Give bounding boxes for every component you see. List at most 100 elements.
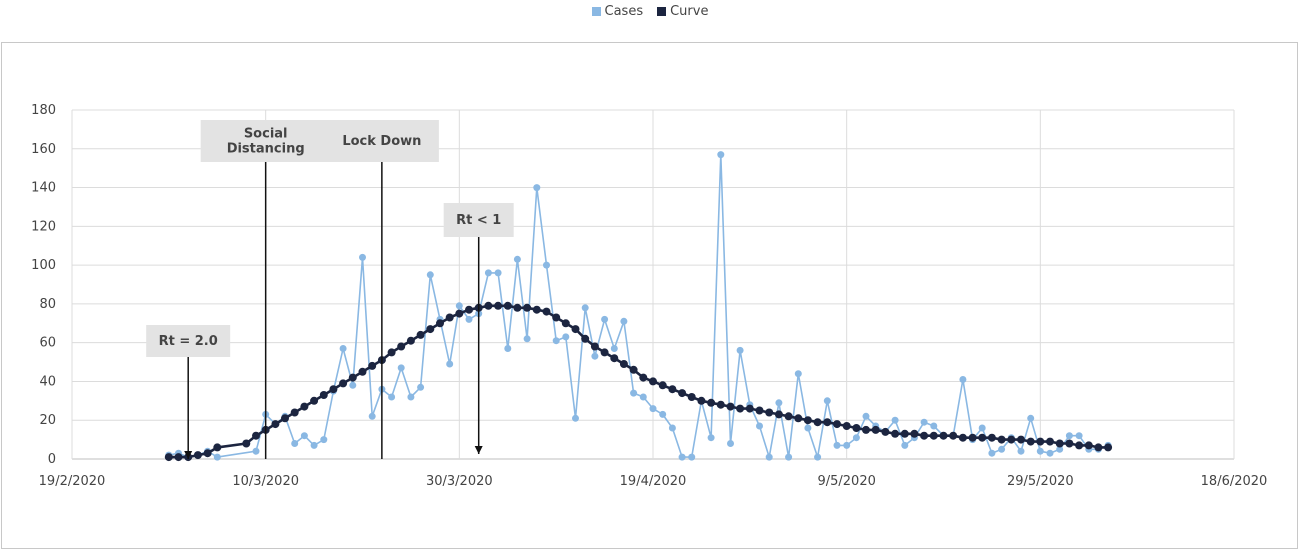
data-point-curve: [784, 412, 793, 421]
data-point-curve: [968, 433, 977, 442]
data-point-cases: [988, 449, 996, 457]
legend-label-curve: Curve: [670, 3, 709, 19]
data-point-cases: [1036, 447, 1044, 455]
data-point-curve: [1007, 435, 1016, 444]
data-point-curve: [329, 385, 338, 394]
data-point-cases: [310, 441, 318, 449]
x-tick-label: 19/4/2020: [620, 474, 687, 489]
data-point-cases: [388, 393, 396, 401]
data-point-cases: [407, 393, 415, 401]
data-point-curve: [842, 422, 851, 430]
data-point-curve: [813, 418, 822, 427]
data-point-curve: [503, 301, 512, 310]
data-point-curve: [416, 330, 425, 339]
annotation-label: Rt < 1: [456, 213, 501, 228]
data-point-cases: [455, 302, 463, 310]
data-point-curve: [281, 414, 289, 423]
data-point-cases: [659, 410, 667, 418]
data-point-cases: [688, 453, 696, 461]
x-tick-label: 19/2/2020: [39, 474, 106, 489]
annotation-label: Lock Down: [342, 134, 421, 149]
data-point-curve: [852, 424, 861, 432]
annotation-label: Social Distancing: [227, 127, 305, 157]
data-point-curve: [716, 400, 725, 409]
y-tick-label: 100: [31, 258, 56, 273]
data-point-cases: [300, 432, 308, 440]
data-point-cases: [465, 315, 473, 323]
series-line-cases: [168, 153, 1109, 458]
data-point-curve: [397, 342, 406, 351]
data-point-curve: [726, 402, 735, 411]
data-point-curve: [949, 431, 958, 440]
data-point-curve: [1094, 443, 1103, 452]
data-point-curve: [1104, 443, 1113, 452]
annotation-arrowhead: [184, 451, 193, 459]
data-point-cases: [339, 345, 347, 352]
data-point-curve: [542, 307, 551, 316]
data-point-cases: [930, 422, 938, 430]
legend-item-curve[interactable]: Curve: [657, 4, 708, 19]
data-point-curve: [406, 336, 415, 345]
data-point-cases: [591, 352, 599, 360]
data-point-curve: [862, 425, 870, 434]
y-tick-label: 80: [39, 297, 56, 312]
chart-legend: Cases Curve: [0, 2, 1300, 20]
data-point-curve: [193, 451, 202, 460]
data-point-curve: [532, 305, 541, 314]
data-point-curve: [174, 453, 183, 462]
chart-frame: [1, 42, 1298, 549]
data-point-curve: [310, 396, 319, 405]
data-point-curve: [426, 325, 435, 334]
data-point-cases: [833, 441, 841, 449]
data-point-curve: [213, 443, 222, 452]
data-point-cases: [543, 261, 550, 269]
data-point-cases: [552, 337, 560, 345]
data-point-curve: [639, 373, 648, 382]
data-point-curve: [513, 303, 522, 312]
x-tick-label: 29/5/2020: [1007, 474, 1074, 489]
data-point-curve: [1084, 441, 1093, 450]
data-point-curve: [590, 342, 599, 351]
data-point-curve: [494, 301, 503, 310]
data-point-curve: [300, 402, 309, 411]
data-point-curve: [1017, 435, 1025, 444]
data-point-cases: [727, 440, 734, 447]
legend-item-cases[interactable]: Cases: [591, 4, 643, 19]
data-point-curve: [571, 325, 580, 334]
data-point-curve: [561, 319, 570, 328]
data-point-curve: [939, 431, 948, 440]
data-point-curve: [1075, 441, 1084, 450]
data-point-cases: [901, 441, 909, 449]
data-point-cases: [513, 255, 521, 263]
data-point-cases: [291, 440, 299, 447]
legend-swatch-cases: [591, 6, 601, 16]
data-point-curve: [649, 377, 657, 386]
y-tick-label: 0: [48, 452, 56, 467]
data-point-curve: [881, 427, 890, 436]
data-point-cases: [1046, 449, 1054, 457]
data-point-curve: [997, 435, 1006, 444]
data-point-cases: [446, 360, 454, 368]
x-tick-label: 9/5/2020: [817, 474, 875, 489]
data-point-curve: [436, 319, 444, 328]
data-point-cases: [852, 434, 860, 442]
y-tick-label: 120: [31, 219, 56, 234]
annotation-box: [324, 120, 439, 162]
data-point-curve: [687, 393, 696, 401]
data-point-cases: [794, 370, 802, 378]
data-point-curve: [978, 433, 987, 442]
data-point-curve: [552, 313, 561, 322]
data-point-cases: [1017, 447, 1025, 455]
data-point-curve: [833, 420, 841, 429]
data-point-cases: [765, 453, 773, 461]
data-point-cases: [678, 453, 686, 461]
x-tick-label: 10/3/2020: [232, 474, 299, 489]
annotation-box: [146, 325, 231, 357]
data-point-curve: [1046, 437, 1054, 446]
data-point-curve: [803, 416, 812, 425]
data-point-cases: [523, 335, 531, 343]
data-point-curve: [658, 381, 667, 390]
data-point-curve: [619, 360, 628, 368]
data-point-cases: [630, 389, 638, 397]
